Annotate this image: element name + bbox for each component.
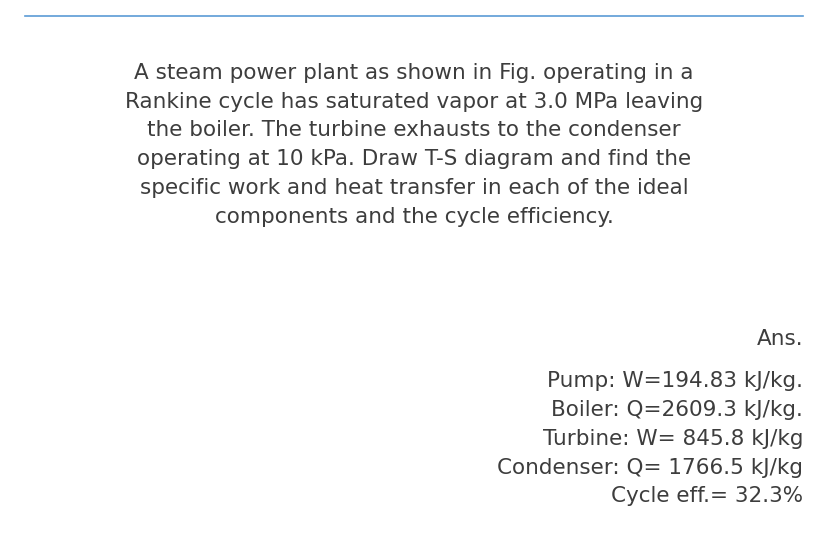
Text: Ans.: Ans. [756,329,802,350]
Text: A steam power plant as shown in Fig. operating in a
Rankine cycle has saturated : A steam power plant as shown in Fig. ope… [125,63,702,226]
Text: Pump: W=194.83 kJ/kg.
Boiler: Q=2609.3 kJ/kg.
Turbine: W= 845.8 kJ/kg
Condenser:: Pump: W=194.83 kJ/kg. Boiler: Q=2609.3 k… [496,371,802,506]
